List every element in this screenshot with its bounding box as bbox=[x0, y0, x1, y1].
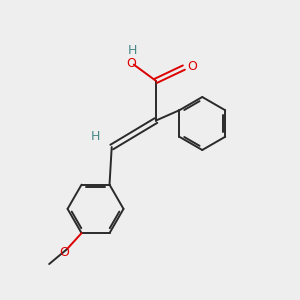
Text: H: H bbox=[128, 44, 137, 57]
Text: O: O bbox=[187, 60, 197, 73]
Text: O: O bbox=[126, 57, 136, 70]
Text: O: O bbox=[59, 246, 69, 259]
Text: H: H bbox=[91, 130, 100, 143]
